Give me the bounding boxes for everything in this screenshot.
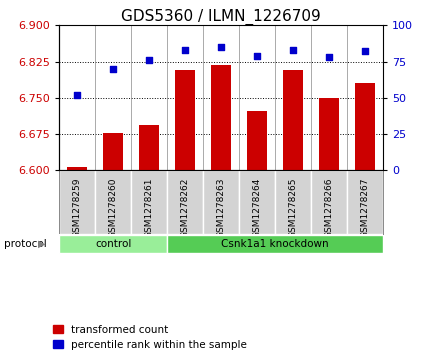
Text: GSM1278263: GSM1278263	[216, 178, 226, 238]
Bar	[347, 170, 383, 234]
Text: Csnk1a1 knockdown: Csnk1a1 knockdown	[221, 238, 329, 249]
Bar	[67, 167, 87, 170]
Bar	[131, 170, 167, 234]
Bar	[139, 125, 159, 170]
Text: protocol: protocol	[4, 239, 47, 249]
Bar	[275, 170, 311, 234]
Bar	[59, 235, 167, 253]
Bar	[355, 83, 375, 170]
Title: GDS5360 / ILMN_1226709: GDS5360 / ILMN_1226709	[121, 9, 321, 25]
Bar	[311, 170, 347, 234]
Text: GSM1278266: GSM1278266	[324, 178, 334, 238]
Bar	[319, 98, 339, 170]
Text: GSM1278260: GSM1278260	[109, 178, 118, 238]
Bar	[59, 170, 95, 234]
Text: GSM1278259: GSM1278259	[73, 178, 82, 238]
Bar	[103, 133, 123, 170]
Bar	[175, 70, 195, 170]
Point	[218, 44, 225, 50]
Text: GSM1278262: GSM1278262	[181, 178, 190, 238]
Bar	[247, 111, 267, 170]
Bar	[167, 170, 203, 234]
Bar	[283, 70, 303, 170]
Text: GSM1278267: GSM1278267	[360, 178, 369, 238]
Text: ▶: ▶	[38, 239, 46, 249]
Text: GSM1278264: GSM1278264	[253, 178, 261, 238]
Text: GSM1278261: GSM1278261	[145, 178, 154, 238]
Point	[290, 47, 297, 53]
Point	[146, 57, 153, 63]
Bar	[167, 235, 383, 253]
Text: GSM1278265: GSM1278265	[289, 178, 297, 238]
Bar	[239, 170, 275, 234]
Point	[110, 66, 117, 72]
Point	[326, 54, 333, 60]
Bar	[203, 170, 239, 234]
Point	[74, 92, 81, 98]
Legend: transformed count, percentile rank within the sample: transformed count, percentile rank withi…	[49, 321, 251, 354]
Bar	[95, 170, 131, 234]
Point	[361, 49, 368, 54]
Point	[182, 47, 189, 53]
Bar	[211, 65, 231, 170]
Text: control: control	[95, 238, 132, 249]
Point	[253, 53, 260, 59]
